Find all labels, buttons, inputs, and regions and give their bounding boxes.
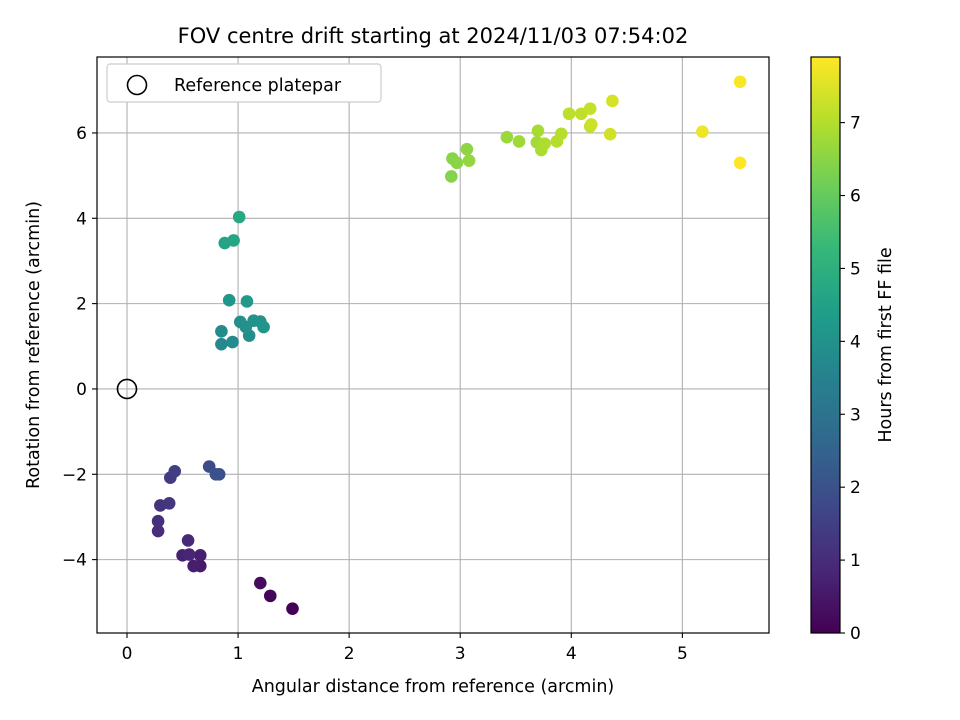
x-ticks: 0 1 2 3 4 5: [122, 633, 688, 664]
colorbar-tick-label: 5: [850, 259, 861, 279]
data-point: [162, 496, 176, 510]
colorbar: 0 1 2 3 4 5 6 7 Hours from first FF file: [810, 56, 896, 644]
data-point: [168, 464, 182, 478]
data-point: [181, 534, 195, 547]
data-point: [151, 524, 165, 538]
x-tick-label: 3: [455, 644, 466, 664]
data-point: [460, 142, 474, 156]
data-point: [222, 293, 236, 307]
y-tick-label: −4: [62, 551, 87, 571]
legend-reference-marker: [126, 74, 148, 96]
data-point: [450, 156, 464, 170]
colorbar-tick-label: 7: [850, 114, 861, 134]
data-point: [554, 127, 568, 141]
data-point: [227, 234, 240, 247]
colorbar-tick-label: 2: [850, 478, 861, 498]
data-point: [583, 102, 597, 115]
legend-entry-label: Reference platepar: [174, 76, 342, 96]
plot-frame: [96, 56, 770, 634]
data-point: [182, 548, 196, 561]
grid: [97, 57, 769, 633]
legend-box: [106, 63, 382, 103]
y-ticks: −4 −2 0 2 4 6: [62, 124, 97, 571]
data-points: [151, 75, 747, 615]
data-point: [215, 337, 228, 351]
data-point: [562, 107, 576, 121]
colorbar-label: Hours from first FF file: [876, 247, 896, 442]
data-point: [209, 467, 223, 481]
data-point: [462, 154, 476, 167]
y-axis-label: Rotation from reference (arcmin): [24, 201, 44, 489]
data-point: [538, 137, 551, 150]
x-axis-label: Angular distance from reference (arcmin): [252, 677, 615, 697]
data-point: [240, 295, 254, 308]
data-point: [263, 589, 277, 603]
data-point: [500, 130, 514, 144]
reference-marker-group: [116, 378, 138, 400]
colorbar-ticks: 0 1 2 3 4 5 6 7: [840, 114, 861, 644]
x-tick-label: 4: [566, 644, 577, 664]
data-point: [253, 576, 267, 590]
y-tick-label: 4: [76, 209, 87, 229]
data-point: [286, 602, 299, 615]
data-point: [193, 549, 207, 562]
data-point: [512, 135, 526, 148]
data-point: [257, 320, 270, 334]
y-tick-label: 2: [76, 295, 87, 315]
chart-title: FOV centre drift starting at 2024/11/03 …: [178, 24, 689, 48]
data-point: [232, 210, 246, 224]
y-tick-label: 0: [76, 380, 87, 400]
data-point: [733, 75, 747, 89]
colorbar-tick-label: 6: [850, 187, 861, 207]
y-tick-label: 6: [76, 124, 87, 144]
colorbar-tick-label: 3: [850, 405, 861, 425]
data-point: [187, 559, 200, 573]
colorbar-tick-label: 1: [850, 551, 861, 571]
data-point: [531, 124, 545, 138]
data-point: [445, 170, 458, 183]
x-tick-label: 1: [233, 644, 244, 664]
colorbar-tick-label: 0: [850, 624, 861, 644]
x-tick-label: 5: [677, 644, 688, 664]
data-point: [606, 94, 619, 108]
data-point: [584, 118, 598, 131]
legend: Reference platepar: [106, 63, 382, 103]
x-tick-label: 0: [122, 644, 133, 664]
x-tick-label: 2: [344, 644, 355, 664]
data-point: [696, 125, 709, 138]
y-tick-label: −2: [62, 465, 87, 485]
data-point: [733, 156, 747, 170]
colorbar-tick-label: 4: [850, 332, 861, 352]
reference-marker: [116, 378, 138, 400]
data-point: [151, 514, 165, 528]
data-point: [226, 335, 239, 349]
data-point: [603, 127, 617, 141]
colorbar-gradient: [810, 56, 841, 634]
data-point: [215, 325, 228, 338]
